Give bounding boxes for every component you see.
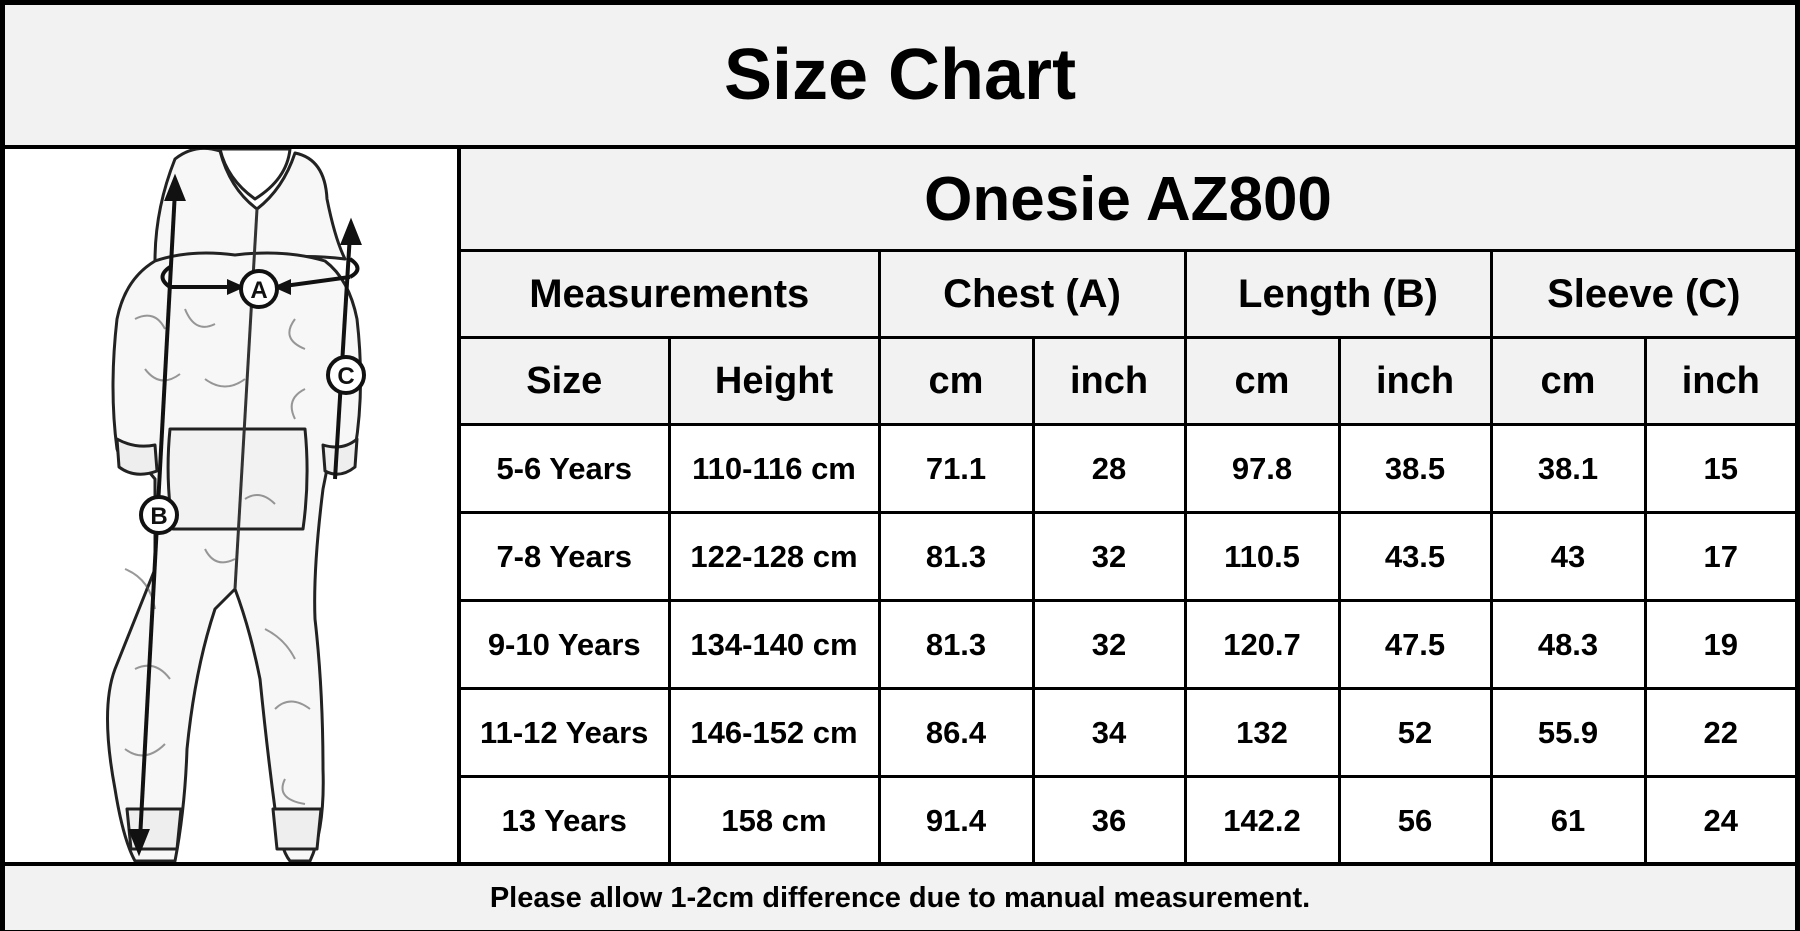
length-inch-cell: 56 <box>1337 775 1493 863</box>
onesie-measurement-illustration-icon: A C B <box>106 149 366 862</box>
length-cm-cell: 142.2 <box>1183 775 1341 863</box>
footer-note: Please allow 1-2cm difference due to man… <box>5 862 1795 930</box>
length-inch-cell: 52 <box>1337 687 1493 778</box>
size-cell: 11-12 Years <box>461 687 671 778</box>
size-table-container: Onesie AZ800 Measurements Chest (A) Leng… <box>461 149 1796 863</box>
group-header-row: Measurements Chest (A) Length (B) Sleeve… <box>461 249 1796 339</box>
chest-cm-cell: 71.1 <box>877 423 1035 514</box>
chest-header: Chest (A) <box>877 249 1187 339</box>
size-cell: 5-6 Years <box>461 423 671 514</box>
chest-inch-cell: 32 <box>1031 599 1187 690</box>
height-cell: 146-152 cm <box>667 687 881 778</box>
height-cell: 110-116 cm <box>667 423 881 514</box>
sleeve-inch-cell: 24 <box>1643 775 1796 863</box>
marker-a-icon <box>239 269 279 309</box>
chest-inch-cell: 36 <box>1031 775 1187 863</box>
product-header-row: Onesie AZ800 <box>461 149 1796 252</box>
product-name: Onesie AZ800 <box>461 149 1796 252</box>
length-inch-cell: 43.5 <box>1337 511 1493 602</box>
table-row: 5-6 Years 110-116 cm 71.1 28 97.8 38.5 3… <box>461 423 1796 514</box>
length-inch-header: inch <box>1337 336 1493 426</box>
chest-inch-cell: 32 <box>1031 511 1187 602</box>
sleeve-cm-cell: 61 <box>1489 775 1647 863</box>
length-inch-cell: 38.5 <box>1337 423 1493 514</box>
sleeve-cm-cell: 48.3 <box>1489 599 1647 690</box>
size-column-header: Size <box>461 336 671 426</box>
marker-c-icon <box>326 355 366 395</box>
chest-inch-cell: 34 <box>1031 687 1187 778</box>
chest-inch-header: inch <box>1031 336 1187 426</box>
sleeve-inch-cell: 17 <box>1643 511 1796 602</box>
unit-header-row: Size Height cm inch cm inch cm inch <box>461 336 1796 426</box>
measurements-header: Measurements <box>461 249 881 339</box>
sleeve-cm-cell: 55.9 <box>1489 687 1647 778</box>
chest-cm-cell: 91.4 <box>877 775 1035 863</box>
length-cm-cell: 120.7 <box>1183 599 1341 690</box>
sleeve-inch-cell: 19 <box>1643 599 1796 690</box>
table-row: 11-12 Years 146-152 cm 86.4 34 132 52 55… <box>461 687 1796 778</box>
height-cell: 134-140 cm <box>667 599 881 690</box>
sleeve-inch-cell: 15 <box>1643 423 1796 514</box>
table-row: 13 Years 158 cm 91.4 36 142.2 56 61 24 <box>461 775 1796 863</box>
chest-cm-cell: 86.4 <box>877 687 1035 778</box>
size-cell: 13 Years <box>461 775 671 863</box>
sleeve-cm-cell: 43 <box>1489 511 1647 602</box>
length-inch-cell: 47.5 <box>1337 599 1493 690</box>
marker-b-label: B <box>150 503 167 530</box>
sleeve-cm-header: cm <box>1489 336 1647 426</box>
length-cm-cell: 110.5 <box>1183 511 1341 602</box>
chest-cm-header: cm <box>877 336 1035 426</box>
chest-inch-cell: 28 <box>1031 423 1187 514</box>
table-row: 7-8 Years 122-128 cm 81.3 32 110.5 43.5 … <box>461 511 1796 602</box>
sleeve-inch-cell: 22 <box>1643 687 1796 778</box>
length-header: Length (B) <box>1183 249 1493 339</box>
table-row: 9-10 Years 134-140 cm 81.3 32 120.7 47.5… <box>461 599 1796 690</box>
sleeve-header: Sleeve (C) <box>1489 249 1796 339</box>
page-title: Size Chart <box>5 5 1795 149</box>
chest-cm-cell: 81.3 <box>877 599 1035 690</box>
size-cell: 7-8 Years <box>461 511 671 602</box>
measurement-illustration-panel: A C B <box>5 149 461 862</box>
chest-cm-cell: 81.3 <box>877 511 1035 602</box>
height-cell: 122-128 cm <box>667 511 881 602</box>
marker-c-label: C <box>337 363 354 390</box>
length-cm-cell: 132 <box>1183 687 1341 778</box>
height-column-header: Height <box>667 336 881 426</box>
length-cm-cell: 97.8 <box>1183 423 1341 514</box>
sleeve-inch-header: inch <box>1643 336 1796 426</box>
length-cm-header: cm <box>1183 336 1341 426</box>
marker-b-icon <box>139 495 179 535</box>
size-cell: 9-10 Years <box>461 599 671 690</box>
size-table: Onesie AZ800 Measurements Chest (A) Leng… <box>461 149 1796 863</box>
height-cell: 158 cm <box>667 775 881 863</box>
sleeve-cm-cell: 38.1 <box>1489 423 1647 514</box>
marker-a-label: A <box>250 277 267 304</box>
